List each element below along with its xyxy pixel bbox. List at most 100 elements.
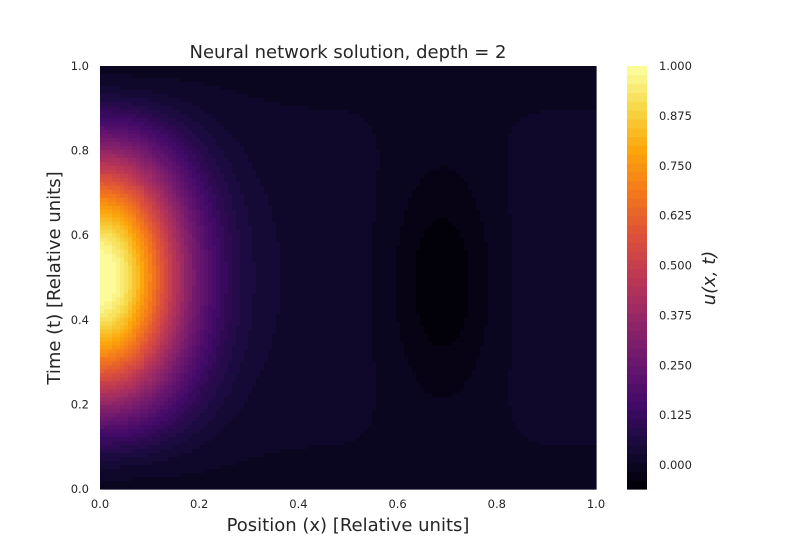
contour-cell [116, 141, 121, 147]
contour-cell [264, 73, 269, 79]
contour-cell [552, 141, 557, 147]
contour-cell [580, 85, 585, 91]
contour-cell [372, 73, 377, 79]
contour-cell [256, 97, 261, 103]
contour-cell [204, 105, 209, 111]
contour-cell [416, 145, 421, 151]
contour-cell [456, 201, 461, 207]
contour-cell [428, 205, 433, 211]
contour-cell [488, 69, 493, 75]
contour-cell [276, 121, 281, 127]
contour-cell [452, 193, 457, 199]
contour-cell [532, 141, 537, 147]
contour-cell [116, 181, 121, 187]
contour-cell [348, 169, 353, 175]
contour-cell [348, 197, 353, 203]
contour-cell [496, 141, 501, 147]
contour-cell [380, 221, 385, 227]
contour-cell [512, 133, 517, 139]
contour-cell [316, 185, 321, 191]
contour-cell [252, 101, 257, 107]
contour-cell [260, 153, 265, 159]
contour-cell [528, 125, 533, 131]
contour-cell [348, 81, 353, 87]
contour-cell [536, 197, 541, 203]
contour-cell [264, 121, 269, 127]
contour-cell [144, 105, 149, 111]
contour-cell [472, 101, 477, 107]
contour-cell [308, 77, 313, 83]
contour-cell [264, 185, 269, 191]
contour-cell [296, 93, 301, 99]
contour-cell [512, 201, 517, 207]
contour-cell [420, 161, 425, 167]
contour-cell [472, 81, 477, 87]
contour-cell [400, 133, 405, 139]
contour-cell [344, 121, 349, 127]
contour-cell [364, 145, 369, 151]
contour-cell [404, 93, 409, 99]
contour-cell [256, 133, 261, 139]
contour-cell [232, 213, 237, 219]
contour-cell [460, 121, 465, 127]
contour-cell [296, 101, 301, 107]
contour-cell [276, 101, 281, 107]
contour-cell [524, 193, 529, 199]
contour-cell [384, 129, 389, 135]
contour-cell [400, 69, 405, 75]
contour-cell [140, 153, 145, 159]
contour-cell [544, 145, 549, 151]
contour-cell [316, 181, 321, 187]
contour-cell [244, 165, 249, 171]
contour-cell [548, 133, 553, 139]
contour-cell [248, 66, 253, 71]
contour-cell [180, 157, 185, 163]
contour-cell [400, 189, 405, 195]
contour-cell [456, 157, 461, 163]
contour-cell [240, 221, 245, 227]
contour-cell [516, 101, 521, 107]
contour-cell [332, 66, 337, 71]
contour-cell [364, 193, 369, 199]
contour-cell [264, 93, 269, 99]
contour-cell [552, 133, 557, 139]
contour-cell [580, 117, 585, 123]
contour-cell [144, 213, 149, 219]
contour-cell [576, 129, 581, 135]
contour-cell [248, 69, 253, 75]
contour-cell [360, 165, 365, 171]
contour-cell [560, 173, 565, 179]
contour-cell [172, 141, 177, 147]
contour-cell [536, 205, 541, 211]
contour-cell [504, 177, 509, 183]
contour-cell [544, 149, 549, 155]
contour-cell [184, 165, 189, 171]
contour-cell [248, 209, 253, 215]
contour-cell [340, 165, 345, 171]
contour-cell [164, 165, 169, 171]
contour-cell [244, 89, 249, 95]
contour-cell [396, 97, 401, 103]
contour-cell [348, 85, 353, 91]
contour-cell [172, 89, 177, 95]
contour-cell [432, 109, 437, 115]
contour-cell [136, 225, 141, 231]
contour-cell [356, 129, 361, 135]
contour-cell [324, 189, 329, 195]
contour-cell [380, 217, 385, 223]
contour-cell [476, 81, 481, 87]
contour-cell [160, 161, 165, 167]
contour-cell [352, 165, 357, 171]
contour-cell [560, 213, 565, 219]
contour-cell [472, 153, 477, 159]
contour-cell [592, 81, 597, 87]
contour-cell [112, 73, 117, 79]
contour-cell [384, 97, 389, 103]
contour-cell [572, 189, 577, 195]
contour-cell [204, 97, 209, 103]
contour-cell [204, 177, 209, 183]
contour-cell [296, 161, 301, 167]
contour-cell [288, 209, 293, 215]
contour-cell [484, 193, 489, 199]
contour-cell [508, 169, 513, 175]
